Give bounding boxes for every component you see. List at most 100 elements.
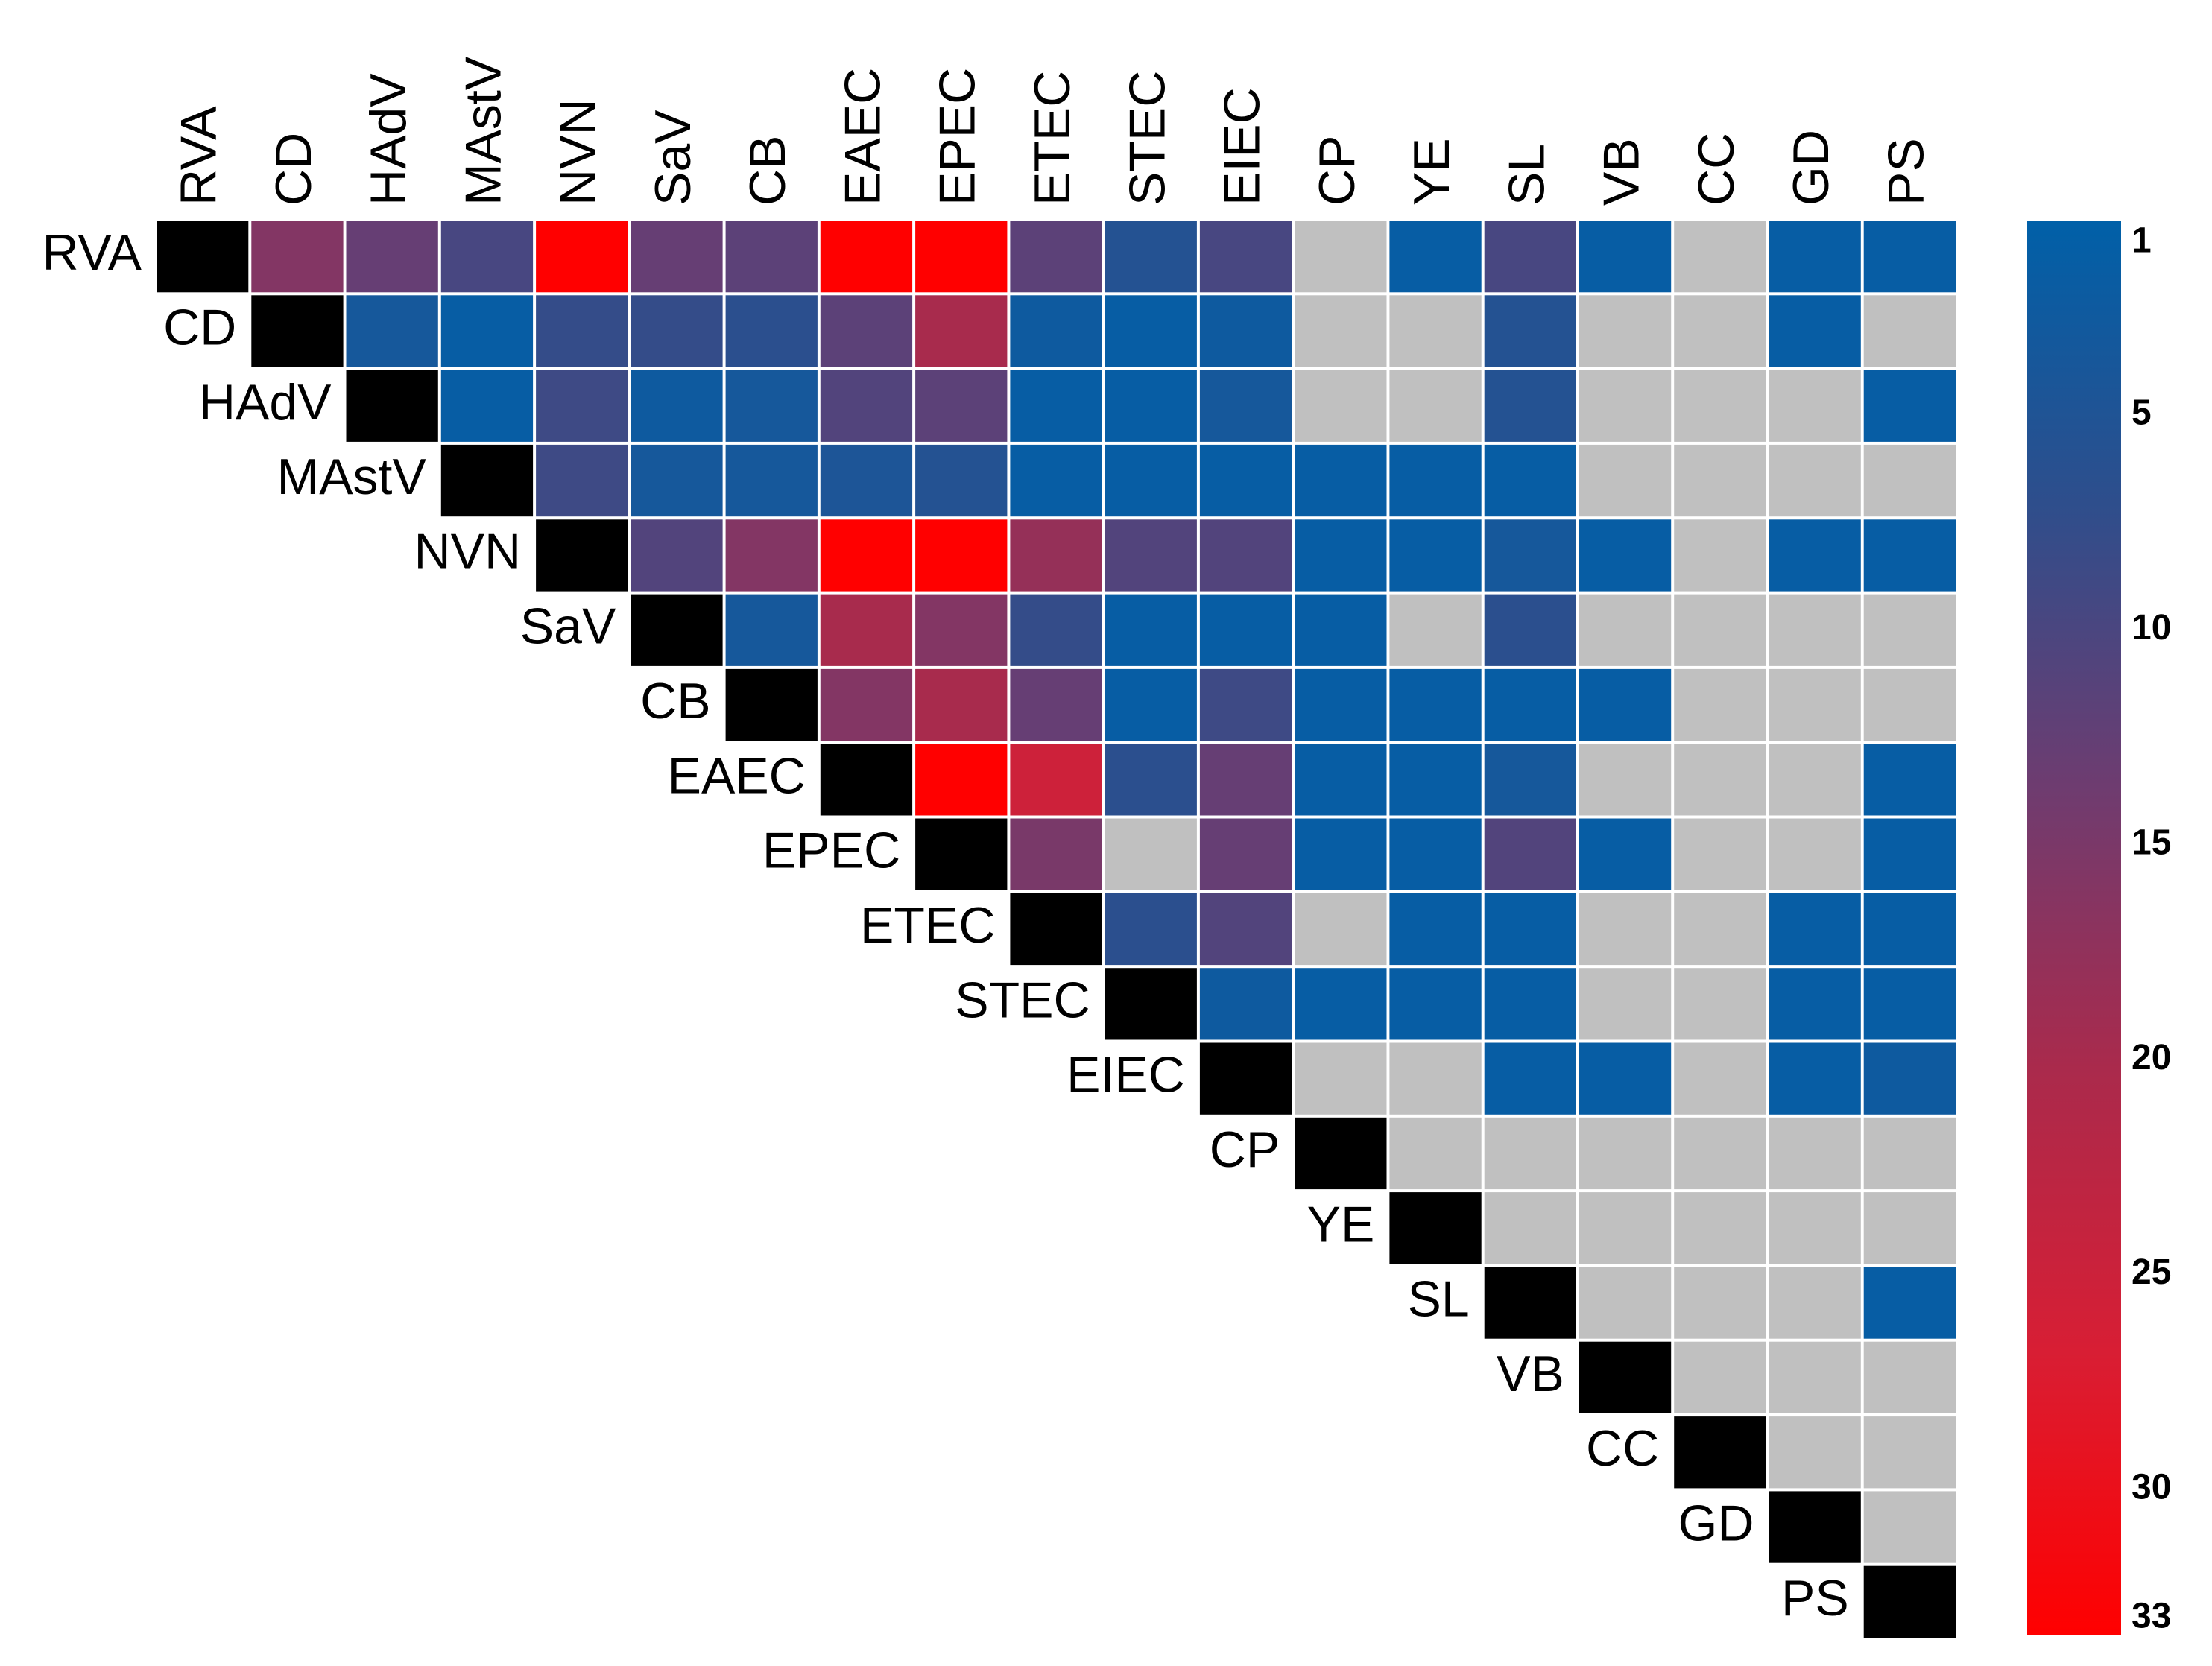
heatmap-cell-eiec-cp <box>1295 1042 1387 1115</box>
heatmap-cell-ye-cc <box>1674 1192 1766 1264</box>
column-labels: RVA CD HAdV MAstV NVN SaV CB EAEC EPEC ETEC STEC EI… <box>171 56 1935 206</box>
row-label-sav: SaV <box>520 598 616 655</box>
heatmap-cell-etec-gd <box>1769 893 1861 966</box>
heatmap-cell-mastv-etec <box>1010 444 1102 517</box>
heatmap-cell-epec-ps <box>1863 818 1956 890</box>
heatmap-cell-nvn-gd <box>1769 519 1861 592</box>
diagonal-cell-stec <box>1105 968 1197 1040</box>
heatmap-cell-eaec-epec <box>915 744 1008 816</box>
colorbar-tick-1: 1 <box>2132 221 2152 261</box>
row-label-hadv: HAdV <box>199 374 332 431</box>
heatmap-cell-sav-etec <box>1010 594 1102 666</box>
heatmap-cell-hadv-nvn <box>536 370 628 442</box>
heatmap-cell-nvn-sl <box>1484 519 1576 592</box>
diagonal-cell-sl <box>1484 1267 1576 1339</box>
heatmap-cell-mastv-epec <box>915 444 1008 517</box>
heatmap-cell-hadv-mastv <box>440 370 534 442</box>
heatmap-cell-sl-ps <box>1863 1267 1956 1339</box>
heatmap-cell-cb-stec <box>1105 668 1197 741</box>
heatmap-cell-eaec-gd <box>1769 744 1861 816</box>
diagonal-cell-gd <box>1769 1491 1861 1563</box>
row-label-cc: CC <box>1586 1420 1659 1477</box>
heatmap-cell-eaec-cp <box>1295 744 1387 816</box>
heatmap-cell-cb-cc <box>1674 668 1766 741</box>
heatmap-cell-eaec-ye <box>1389 744 1482 816</box>
heatmap-cell-mastv-sav <box>631 444 723 517</box>
heatmap-cell-eaec-stec <box>1105 744 1197 816</box>
heatmap-cell-epec-vb <box>1579 818 1672 890</box>
heatmap-cell-rva-eiec <box>1199 221 1292 293</box>
heatmap-cell-nvn-cb <box>725 519 818 592</box>
heatmap-cell-mastv-cc <box>1674 444 1766 517</box>
heatmap-cell-hadv-epec <box>915 370 1008 442</box>
column-label-eiec: EIEC <box>1213 87 1270 206</box>
heatmap-cell-hadv-gd <box>1769 370 1861 442</box>
heatmap-cell-rva-etec <box>1010 221 1102 293</box>
heatmap-cell-epec-sl <box>1484 818 1576 890</box>
heatmap-cell-hadv-cp <box>1295 370 1387 442</box>
heatmap-cell-eaec-eiec <box>1199 744 1292 816</box>
diagonal-cell-nvn <box>536 519 628 592</box>
heatmap-cell-etec-ye <box>1389 893 1482 966</box>
heatmap-cell-mastv-stec <box>1105 444 1197 517</box>
heatmap-cell-vb-cc <box>1674 1341 1766 1413</box>
heatmap-cell-cb-cp <box>1295 668 1387 741</box>
heatmap-cell-etec-vb <box>1579 893 1672 966</box>
heatmap-cell-cp-cc <box>1674 1117 1766 1190</box>
heatmap-cell-rva-cp <box>1295 221 1387 293</box>
heatmap-cell-vb-ps <box>1863 1341 1956 1413</box>
heatmap-cell-sl-cc <box>1674 1267 1766 1339</box>
heatmap-cell-cd-eiec <box>1199 295 1292 367</box>
heatmap-cell-eaec-sl <box>1484 744 1576 816</box>
heatmap-cell-eiec-ps <box>1863 1042 1956 1115</box>
heatmap-cell-cp-ps <box>1863 1117 1956 1190</box>
diagonal-cell-vb <box>1579 1341 1672 1413</box>
row-label-stec: STEC <box>955 972 1090 1028</box>
row-label-nvn: NVN <box>414 523 522 580</box>
heatmap-cell-eiec-cc <box>1674 1042 1766 1115</box>
heatmap-cell-cp-vb <box>1579 1117 1672 1190</box>
heatmap-cell-nvn-sav <box>631 519 723 592</box>
row-label-eaec: EAEC <box>668 747 806 804</box>
colorbar-tick-30: 30 <box>2132 1468 2171 1507</box>
heatmap-cell-epec-eiec <box>1199 818 1292 890</box>
row-label-vb: VB <box>1497 1346 1564 1402</box>
heatmap-cell-eiec-vb <box>1579 1042 1672 1115</box>
heatmap-cell-rva-sl <box>1484 221 1576 293</box>
heatmap-cell-rva-hadv <box>346 221 438 293</box>
heatmap-cell-cd-ps <box>1863 295 1956 367</box>
heatmap-cell-hadv-eiec <box>1199 370 1292 442</box>
heatmap-cell-cb-ye <box>1389 668 1482 741</box>
heatmap-cell-epec-cc <box>1674 818 1766 890</box>
heatmap-cell-rva-gd <box>1769 221 1861 293</box>
heatmap-cell-sl-gd <box>1769 1267 1861 1339</box>
heatmap-cell-ye-sl <box>1484 1192 1576 1264</box>
diagonal-cell-cp <box>1295 1117 1387 1190</box>
diagonal-cell-sav <box>631 594 723 666</box>
heatmap-cell-ye-ps <box>1863 1192 1956 1264</box>
heatmap-cell-rva-ps <box>1863 221 1956 293</box>
heatmap-cell-eaec-ps <box>1863 744 1956 816</box>
heatmap-cell-stec-eiec <box>1199 968 1292 1040</box>
heatmap-cell-sav-ye <box>1389 594 1482 666</box>
heatmap-cell-nvn-ye <box>1389 519 1482 592</box>
column-label-epec: EPEC <box>929 68 986 206</box>
heatmap-cell-ye-vb <box>1579 1192 1672 1264</box>
heatmap-cell-hadv-cb <box>725 370 818 442</box>
column-label-hadv: HAdV <box>360 73 417 206</box>
heatmap-cell-etec-eiec <box>1199 893 1292 966</box>
row-label-cd: CD <box>163 299 236 355</box>
row-label-sl: SL <box>1408 1271 1470 1328</box>
heatmap-cell-sav-eiec <box>1199 594 1292 666</box>
row-label-ps: PS <box>1781 1570 1849 1627</box>
heatmap-cell-eiec-ye <box>1389 1042 1482 1115</box>
colorbar-tick-20: 20 <box>2132 1038 2171 1077</box>
row-label-mastv: MAstV <box>277 449 427 505</box>
heatmap-cell-rva-stec <box>1105 221 1197 293</box>
column-label-stec: STEC <box>1119 71 1175 206</box>
heatmap-cell-mastv-eiec <box>1199 444 1292 517</box>
heatmap-cell-nvn-stec <box>1105 519 1197 592</box>
heatmap-cell-cd-ye <box>1389 295 1482 367</box>
heatmap-cell-rva-cb <box>725 221 818 293</box>
